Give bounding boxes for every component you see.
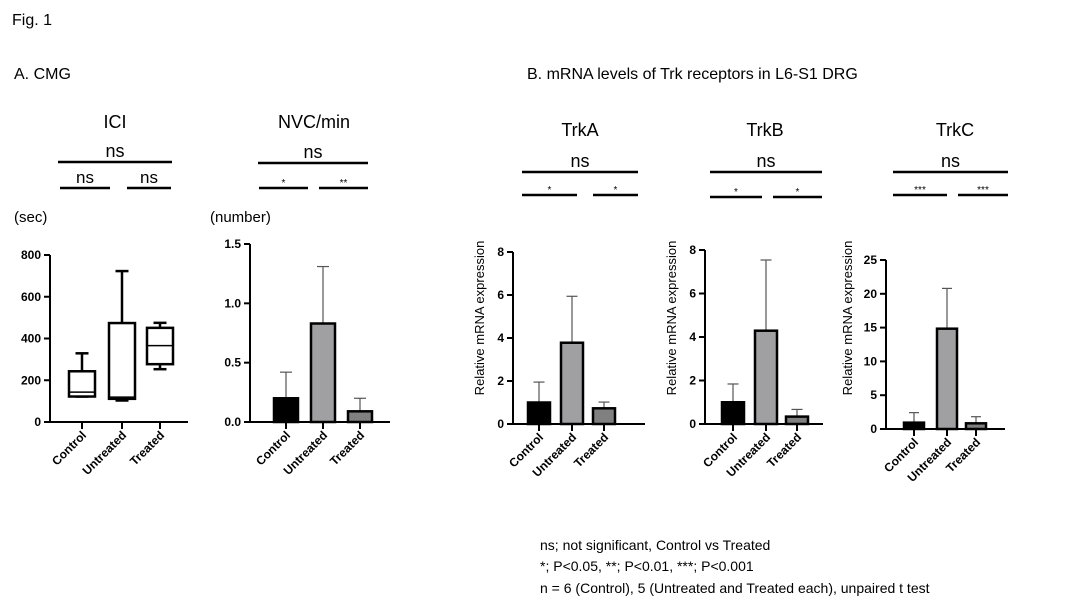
panel-ici-sig-overall: ns <box>105 141 124 161</box>
panel-trka-ytick-label: 4 <box>497 331 504 345</box>
panel-trka-bar-treated <box>591 407 617 426</box>
panel-nvcmin-ytick-label: 1.5 <box>224 237 241 251</box>
panel-nvcmin-bar-untreated <box>309 322 337 424</box>
panel-nvcmin-bar-treated <box>346 410 374 424</box>
panel-ici-xtick-label-untreated: Untreated <box>80 428 130 478</box>
panel-trka-bar-control <box>526 401 552 426</box>
panel-nvcmin-xtick-label-treated: Treated <box>327 428 367 468</box>
section-b-title: B. mRNA levels of Trk receptors in L6-S1… <box>527 66 858 83</box>
footnote-ns: ns; not significant, Control vs Treated <box>540 537 771 553</box>
footnote-n: n = 6 (Control), 5 (Untreated and Treate… <box>540 580 930 596</box>
panel-trkc-ytick-label: 20 <box>864 287 878 301</box>
panel-trkc-bar-treated <box>964 422 988 431</box>
panel-nvcmin-bar-control <box>272 397 300 424</box>
panel-trkb-ytick-label: 0 <box>689 417 696 431</box>
panel-trkc-sig-left: *** <box>914 185 926 196</box>
panel-nvcmin-ytick-label: 1.0 <box>224 296 241 310</box>
panel-nvcmin-sig-left: * <box>282 178 286 189</box>
panel-ici-ytick-label: 800 <box>21 248 41 262</box>
panel-ici-ytick-label: 400 <box>21 332 41 346</box>
panel-ici-sig-right: ns <box>140 168 158 187</box>
panel-trkc-ytick-label: 0 <box>870 422 877 436</box>
panel-trka-sig-overall: ns <box>570 151 589 171</box>
panel-trkc-bar-control <box>902 421 926 431</box>
panel-trkb-ytick-label: 8 <box>689 243 696 257</box>
panel-nvcmin-sig-right: ** <box>340 178 348 189</box>
panel-trka-ytick-label: 2 <box>497 374 504 388</box>
panel-trkb-sig-right: * <box>796 187 800 198</box>
panel-ici-title: ICI <box>103 112 126 132</box>
section-a-title: A. CMG <box>14 66 71 83</box>
panel-ici-ylabel: (sec) <box>14 209 47 226</box>
panel-trkb-sig-left: * <box>734 187 738 198</box>
panel-trkb-xtick-label-treated: Treated <box>764 430 804 470</box>
panel-trka-bar-untreated <box>559 341 585 426</box>
panel-trkc-sig-right: *** <box>977 185 989 196</box>
panel-trka-sig-right: * <box>614 185 618 196</box>
panel-trka-ytick-label: 6 <box>497 288 504 302</box>
panel-trkb-ylabel: Relative mRNA expression <box>664 241 679 396</box>
panel-trka-ylabel: Relative mRNA expression <box>472 241 487 396</box>
panel-trka-ytick-label: 0 <box>497 417 504 431</box>
panel-trka-xtick-label-treated: Treated <box>571 430 611 470</box>
panel-nvcmin-ytick-label: 0.5 <box>224 356 241 370</box>
panel-trkb-ytick-label: 2 <box>689 374 696 388</box>
panel-trkc-title: TrkC <box>936 120 974 140</box>
panel-trka-ytick-label: 8 <box>497 245 504 259</box>
panel-nvcmin-title: NVC/min <box>278 112 350 132</box>
panel-nvcmin-ylabel: (number) <box>210 209 271 226</box>
panel-ici-ytick-label: 600 <box>21 290 41 304</box>
panel-trkc-bar-untreated <box>935 327 959 431</box>
panel-trkb-title: TrkB <box>746 120 783 140</box>
panel-trka-title: TrkA <box>561 120 598 140</box>
panel-trkc-ylabel: Relative mRNA expression <box>840 241 855 396</box>
footnote-pvalues: *; P<0.05, **; P<0.01, ***; P<0.001 <box>540 558 754 574</box>
panel-trkb-bar-treated <box>784 415 810 426</box>
panel-trkc-ytick-label: 25 <box>864 253 878 267</box>
panel-trkb-sig-overall: ns <box>756 151 775 171</box>
figure-label: Fig. 1 <box>12 12 53 29</box>
panel-trka-sig-left: * <box>548 185 552 196</box>
panel-trkc-ytick-label: 10 <box>864 354 878 368</box>
panel-trkb-bar-control <box>720 401 746 426</box>
panel-ici-xtick-label-treated: Treated <box>127 428 167 468</box>
panel-ici-box-untreated <box>107 321 137 401</box>
panel-nvcmin-sig-overall: ns <box>303 142 322 162</box>
panel-ici-xtick-label-control: Control <box>49 428 89 468</box>
panel-trkc-sig-overall: ns <box>941 151 960 171</box>
panel-ici-sig-left: ns <box>76 168 94 187</box>
panel-trkc-ytick-label: 5 <box>870 388 877 402</box>
panel-trkb-ytick-label: 4 <box>689 330 696 344</box>
panel-ici-ytick-label: 0 <box>34 415 41 429</box>
panel-nvcmin-ytick-label: 0.0 <box>224 415 241 429</box>
panel-trkb-bar-untreated <box>753 329 779 426</box>
panel-trkb-ytick-label: 6 <box>689 287 696 301</box>
panel-ici-ytick-label: 200 <box>21 373 41 387</box>
panel-trkc-ytick-label: 15 <box>864 321 878 335</box>
